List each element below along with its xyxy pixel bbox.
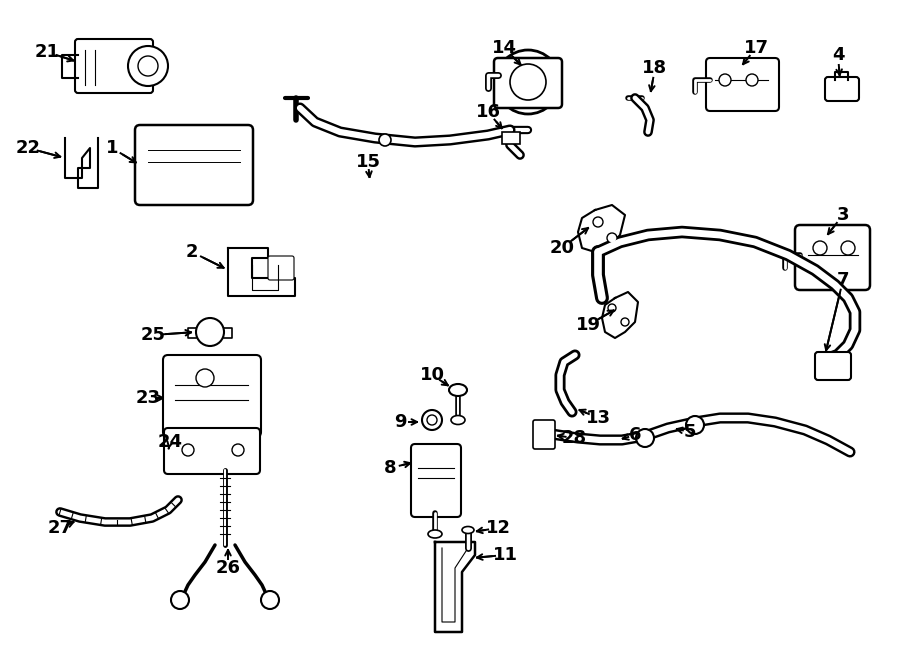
Text: 6: 6 bbox=[629, 426, 641, 444]
FancyBboxPatch shape bbox=[75, 39, 153, 93]
Bar bbox=[502, 132, 520, 144]
Circle shape bbox=[813, 241, 827, 255]
Circle shape bbox=[593, 217, 603, 227]
FancyBboxPatch shape bbox=[825, 77, 859, 101]
Polygon shape bbox=[435, 542, 475, 632]
Ellipse shape bbox=[449, 384, 467, 396]
Text: 26: 26 bbox=[215, 559, 240, 577]
Polygon shape bbox=[228, 248, 295, 296]
Circle shape bbox=[510, 64, 546, 100]
Text: 25: 25 bbox=[140, 326, 166, 344]
Circle shape bbox=[196, 318, 224, 346]
Circle shape bbox=[422, 410, 442, 430]
Circle shape bbox=[636, 429, 654, 447]
Circle shape bbox=[427, 415, 437, 425]
Circle shape bbox=[128, 46, 168, 86]
FancyBboxPatch shape bbox=[135, 125, 253, 205]
Text: 20: 20 bbox=[550, 239, 574, 257]
Text: 24: 24 bbox=[158, 433, 183, 451]
Circle shape bbox=[261, 591, 279, 609]
Circle shape bbox=[686, 416, 704, 434]
FancyBboxPatch shape bbox=[163, 355, 261, 437]
FancyBboxPatch shape bbox=[795, 225, 870, 290]
Circle shape bbox=[607, 233, 617, 243]
Text: 1: 1 bbox=[106, 139, 118, 157]
Text: 15: 15 bbox=[356, 153, 381, 171]
Text: 18: 18 bbox=[643, 59, 668, 77]
Polygon shape bbox=[602, 292, 638, 338]
Text: 19: 19 bbox=[575, 316, 600, 334]
Circle shape bbox=[196, 369, 214, 387]
Text: 7: 7 bbox=[837, 271, 850, 289]
Circle shape bbox=[719, 74, 731, 86]
Text: 13: 13 bbox=[586, 409, 610, 427]
Text: 12: 12 bbox=[485, 519, 510, 537]
Ellipse shape bbox=[462, 527, 474, 533]
Polygon shape bbox=[578, 205, 625, 252]
FancyBboxPatch shape bbox=[164, 428, 260, 474]
FancyBboxPatch shape bbox=[411, 444, 461, 517]
Circle shape bbox=[232, 444, 244, 456]
Text: 5: 5 bbox=[684, 423, 697, 441]
Text: 2: 2 bbox=[185, 243, 198, 261]
Circle shape bbox=[138, 56, 158, 76]
Text: 9: 9 bbox=[394, 413, 406, 431]
Text: 4: 4 bbox=[832, 46, 844, 64]
Text: 28: 28 bbox=[562, 429, 587, 447]
FancyBboxPatch shape bbox=[706, 58, 779, 111]
Text: 11: 11 bbox=[492, 546, 517, 564]
Text: 10: 10 bbox=[419, 366, 445, 384]
FancyBboxPatch shape bbox=[494, 58, 562, 108]
Text: 3: 3 bbox=[837, 206, 850, 224]
Ellipse shape bbox=[451, 416, 465, 424]
Text: 17: 17 bbox=[743, 39, 769, 57]
Circle shape bbox=[608, 304, 616, 312]
Circle shape bbox=[621, 318, 629, 326]
FancyBboxPatch shape bbox=[533, 420, 555, 449]
Text: 16: 16 bbox=[475, 103, 500, 121]
Circle shape bbox=[379, 134, 391, 146]
Circle shape bbox=[496, 50, 560, 114]
Text: 22: 22 bbox=[15, 139, 40, 157]
Ellipse shape bbox=[428, 530, 442, 538]
Text: 23: 23 bbox=[136, 389, 160, 407]
Text: 27: 27 bbox=[48, 519, 73, 537]
Circle shape bbox=[841, 241, 855, 255]
Text: 14: 14 bbox=[491, 39, 517, 57]
FancyBboxPatch shape bbox=[268, 256, 294, 280]
Circle shape bbox=[171, 591, 189, 609]
Circle shape bbox=[746, 74, 758, 86]
FancyBboxPatch shape bbox=[815, 352, 851, 380]
Text: 21: 21 bbox=[34, 43, 59, 61]
Circle shape bbox=[182, 444, 194, 456]
Text: 8: 8 bbox=[383, 459, 396, 477]
